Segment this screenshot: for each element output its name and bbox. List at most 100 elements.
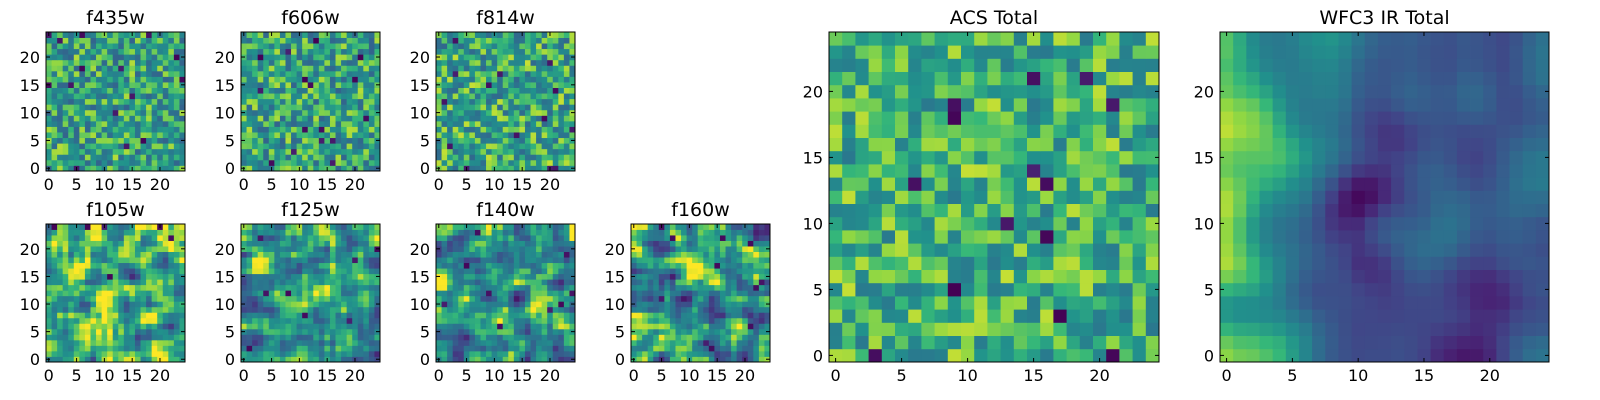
heatmap-cell <box>530 251 537 258</box>
heatmap-cell <box>697 235 704 241</box>
heatmap-cell <box>252 301 259 308</box>
heatmap-cell <box>46 148 52 155</box>
heatmap-cell <box>84 159 91 166</box>
heatmap-cell <box>73 120 80 127</box>
heatmap-cell <box>118 356 125 363</box>
heatmap-cell <box>647 229 654 236</box>
heatmap-cell <box>486 257 492 264</box>
heatmap-cell <box>519 82 526 88</box>
heatmap-cell <box>168 126 175 133</box>
heatmap-cell <box>129 148 136 155</box>
heatmap-cell <box>173 279 180 286</box>
heatmap-cell <box>307 284 314 291</box>
heatmap-cell <box>563 306 570 313</box>
heatmap-cell <box>536 262 543 269</box>
heatmap-cell <box>101 246 108 252</box>
heatmap-cell <box>463 350 470 357</box>
heatmap-cell <box>519 301 526 308</box>
heatmap-cell <box>268 109 275 116</box>
heatmap-cell <box>669 290 676 297</box>
heatmap-cell <box>257 306 264 313</box>
heatmap-cell <box>252 43 259 50</box>
heatmap-cell <box>318 137 325 144</box>
heatmap-cell <box>246 120 253 127</box>
heatmap-cell <box>313 279 320 286</box>
heatmap-cell <box>101 235 108 241</box>
heatmap-cell <box>279 76 286 83</box>
heatmap-cell <box>263 306 270 313</box>
heatmap-cell <box>118 345 125 352</box>
heatmap-cell <box>480 76 487 83</box>
heatmap-cell <box>703 306 710 313</box>
heatmap-cell <box>107 268 114 275</box>
heatmap-cell <box>68 224 75 230</box>
heatmap-cell <box>84 93 91 100</box>
heatmap-cell <box>307 109 314 116</box>
heatmap-cell <box>368 262 375 269</box>
heatmap-cell <box>291 109 297 116</box>
heatmap-cell <box>241 59 247 66</box>
heatmap-cell <box>563 224 570 230</box>
heatmap-cell <box>296 279 303 286</box>
heatmap-cell <box>469 224 476 230</box>
heatmap-cell <box>263 339 270 346</box>
heatmap-cell <box>357 32 364 38</box>
heatmap-cell <box>686 284 693 291</box>
heatmap-cell <box>51 334 58 341</box>
heatmap-cell <box>302 301 309 308</box>
heatmap-cell <box>168 350 175 357</box>
heatmap-cell <box>57 32 64 38</box>
heatmap-cell <box>934 296 949 310</box>
heatmap-cell <box>1119 256 1133 270</box>
heatmap-cell <box>764 284 771 291</box>
heatmap-cell <box>179 229 186 236</box>
heatmap-cell <box>491 339 498 346</box>
heatmap-cell <box>921 190 935 204</box>
heatmap-cell <box>1079 296 1094 310</box>
heatmap-cell <box>352 93 359 100</box>
heatmap-cell <box>324 334 331 341</box>
heatmap-cell <box>441 246 448 252</box>
heatmap-cell <box>530 268 537 275</box>
heatmap-cell <box>647 301 654 308</box>
heatmap-cell <box>675 279 682 286</box>
heatmap-cell <box>758 279 765 286</box>
heatmap-cell <box>84 262 91 269</box>
heatmap-cell <box>101 257 108 264</box>
heatmap-cell <box>552 224 559 230</box>
heatmap-cell <box>569 334 576 341</box>
heatmap-cell <box>708 306 715 313</box>
heatmap-cell <box>268 65 275 72</box>
heatmap-cell <box>895 230 909 244</box>
heatmap-cell <box>368 257 375 264</box>
heatmap-cell <box>51 339 58 346</box>
heatmap-cell <box>101 301 108 308</box>
heatmap-cell <box>753 306 760 313</box>
heatmap-cell <box>173 37 180 44</box>
heatmap-cell <box>524 306 531 313</box>
heatmap-cell <box>547 295 554 302</box>
heatmap-cell <box>675 334 682 341</box>
heatmap-cell <box>921 243 935 257</box>
heatmap-cell <box>329 251 336 258</box>
heatmap-cell <box>179 257 186 264</box>
heatmap-cell <box>96 224 102 230</box>
heatmap-cell <box>508 317 515 324</box>
panel-title: f814w <box>476 7 535 29</box>
heatmap-cell <box>541 98 548 105</box>
heatmap-cell <box>636 235 643 241</box>
heatmap-cell <box>112 224 119 230</box>
heatmap-cell <box>486 246 492 252</box>
heatmap-cell <box>1027 243 1041 257</box>
heatmap-cell <box>246 98 253 105</box>
heatmap-cell <box>112 262 119 269</box>
heatmap-cell <box>692 273 699 280</box>
heatmap-cell <box>274 48 281 55</box>
heatmap-cell <box>547 82 554 88</box>
heatmap-cell <box>84 323 91 330</box>
heatmap-cell <box>480 43 487 50</box>
heatmap-cell <box>1053 164 1067 178</box>
heatmap-cell <box>742 334 749 341</box>
heatmap-cell <box>173 273 180 280</box>
heatmap-cell <box>764 251 771 258</box>
